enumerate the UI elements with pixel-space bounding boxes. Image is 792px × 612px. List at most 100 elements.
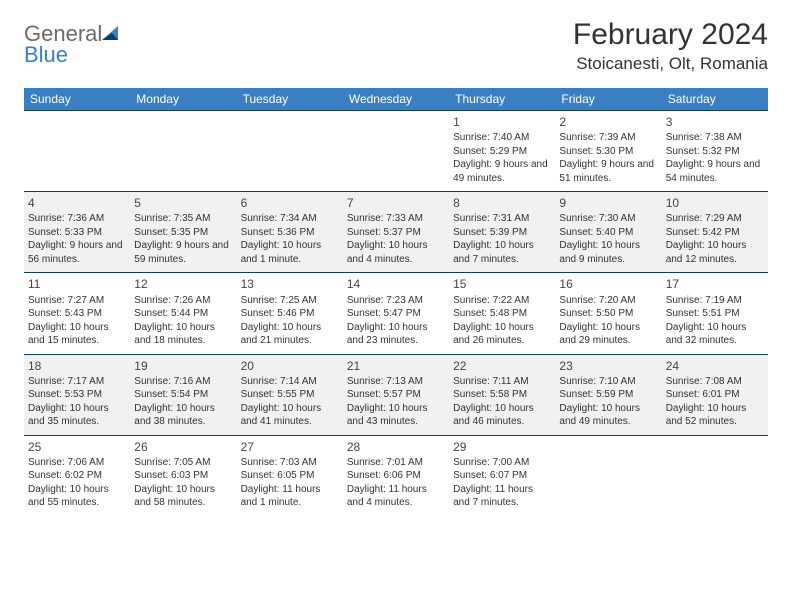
day-header: Friday <box>555 88 661 111</box>
day-number: 3 <box>666 114 764 130</box>
sunrise-text: Sunrise: 7:19 AM <box>666 294 764 308</box>
sunset-text: Sunset: 5:47 PM <box>347 307 445 321</box>
day-cell: 23Sunrise: 7:10 AMSunset: 5:59 PMDayligh… <box>555 354 661 435</box>
day-cell: 9Sunrise: 7:30 AMSunset: 5:40 PMDaylight… <box>555 192 661 273</box>
day-number: 4 <box>28 195 126 211</box>
week-row: 4Sunrise: 7:36 AMSunset: 5:33 PMDaylight… <box>24 192 768 273</box>
page-title: February 2024 <box>573 18 768 52</box>
day-number: 12 <box>134 276 232 292</box>
daylight-text: Daylight: 11 hours and 4 minutes. <box>347 483 445 510</box>
sunrise-text: Sunrise: 7:01 AM <box>347 456 445 470</box>
sunrise-text: Sunrise: 7:30 AM <box>559 212 657 226</box>
daylight-text: Daylight: 10 hours and 46 minutes. <box>453 402 551 429</box>
sunset-text: Sunset: 5:57 PM <box>347 388 445 402</box>
day-cell: 25Sunrise: 7:06 AMSunset: 6:02 PMDayligh… <box>24 435 130 516</box>
brand-sail-icon <box>100 25 120 44</box>
week-row: 11Sunrise: 7:27 AMSunset: 5:43 PMDayligh… <box>24 273 768 354</box>
sunset-text: Sunset: 5:40 PM <box>559 226 657 240</box>
sunset-text: Sunset: 5:58 PM <box>453 388 551 402</box>
day-number: 28 <box>347 439 445 455</box>
day-cell: 15Sunrise: 7:22 AMSunset: 5:48 PMDayligh… <box>449 273 555 354</box>
daylight-text: Daylight: 9 hours and 56 minutes. <box>28 239 126 266</box>
daylight-text: Daylight: 10 hours and 4 minutes. <box>347 239 445 266</box>
sunrise-text: Sunrise: 7:29 AM <box>666 212 764 226</box>
daylight-text: Daylight: 10 hours and 1 minute. <box>241 239 339 266</box>
day-number: 17 <box>666 276 764 292</box>
daylight-text: Daylight: 10 hours and 12 minutes. <box>666 239 764 266</box>
day-cell: 22Sunrise: 7:11 AMSunset: 5:58 PMDayligh… <box>449 354 555 435</box>
sunset-text: Sunset: 6:07 PM <box>453 469 551 483</box>
brand-part2: Blue <box>24 42 68 67</box>
sunrise-text: Sunrise: 7:06 AM <box>28 456 126 470</box>
daylight-text: Daylight: 10 hours and 43 minutes. <box>347 402 445 429</box>
day-number: 26 <box>134 439 232 455</box>
sunset-text: Sunset: 5:44 PM <box>134 307 232 321</box>
daylight-text: Daylight: 10 hours and 55 minutes. <box>28 483 126 510</box>
sunset-text: Sunset: 6:02 PM <box>28 469 126 483</box>
day-number: 11 <box>28 276 126 292</box>
sunset-text: Sunset: 5:54 PM <box>134 388 232 402</box>
day-number: 6 <box>241 195 339 211</box>
day-cell: 14Sunrise: 7:23 AMSunset: 5:47 PMDayligh… <box>343 273 449 354</box>
sunrise-text: Sunrise: 7:35 AM <box>134 212 232 226</box>
sunrise-text: Sunrise: 7:10 AM <box>559 375 657 389</box>
day-cell: 26Sunrise: 7:05 AMSunset: 6:03 PMDayligh… <box>130 435 236 516</box>
daylight-text: Daylight: 10 hours and 18 minutes. <box>134 321 232 348</box>
daylight-text: Daylight: 10 hours and 26 minutes. <box>453 321 551 348</box>
day-number: 18 <box>28 358 126 374</box>
day-number: 15 <box>453 276 551 292</box>
sunset-text: Sunset: 5:37 PM <box>347 226 445 240</box>
daylight-text: Daylight: 10 hours and 23 minutes. <box>347 321 445 348</box>
week-row: 25Sunrise: 7:06 AMSunset: 6:02 PMDayligh… <box>24 435 768 516</box>
sunset-text: Sunset: 5:48 PM <box>453 307 551 321</box>
day-cell: 18Sunrise: 7:17 AMSunset: 5:53 PMDayligh… <box>24 354 130 435</box>
day-number: 5 <box>134 195 232 211</box>
sunrise-text: Sunrise: 7:14 AM <box>241 375 339 389</box>
sunset-text: Sunset: 5:53 PM <box>28 388 126 402</box>
daylight-text: Daylight: 10 hours and 7 minutes. <box>453 239 551 266</box>
sunrise-text: Sunrise: 7:00 AM <box>453 456 551 470</box>
sunrise-text: Sunrise: 7:40 AM <box>453 131 551 145</box>
sunset-text: Sunset: 5:35 PM <box>134 226 232 240</box>
day-header: Monday <box>130 88 236 111</box>
day-number: 21 <box>347 358 445 374</box>
daylight-text: Daylight: 10 hours and 21 minutes. <box>241 321 339 348</box>
day-number: 22 <box>453 358 551 374</box>
day-number: 7 <box>347 195 445 211</box>
sunset-text: Sunset: 5:46 PM <box>241 307 339 321</box>
header: GeneralBlue February 2024 Stoicanesti, O… <box>24 18 768 74</box>
day-number: 27 <box>241 439 339 455</box>
day-header: Saturday <box>662 88 768 111</box>
sunrise-text: Sunrise: 7:27 AM <box>28 294 126 308</box>
daylight-text: Daylight: 10 hours and 52 minutes. <box>666 402 764 429</box>
sunset-text: Sunset: 5:39 PM <box>453 226 551 240</box>
day-cell: 8Sunrise: 7:31 AMSunset: 5:39 PMDaylight… <box>449 192 555 273</box>
day-number: 19 <box>134 358 232 374</box>
day-cell: 27Sunrise: 7:03 AMSunset: 6:05 PMDayligh… <box>237 435 343 516</box>
sunrise-text: Sunrise: 7:11 AM <box>453 375 551 389</box>
day-cell: 21Sunrise: 7:13 AMSunset: 5:57 PMDayligh… <box>343 354 449 435</box>
sunrise-text: Sunrise: 7:34 AM <box>241 212 339 226</box>
day-cell: 7Sunrise: 7:33 AMSunset: 5:37 PMDaylight… <box>343 192 449 273</box>
day-number: 8 <box>453 195 551 211</box>
day-cell: 29Sunrise: 7:00 AMSunset: 6:07 PMDayligh… <box>449 435 555 516</box>
daylight-text: Daylight: 10 hours and 9 minutes. <box>559 239 657 266</box>
day-cell: 24Sunrise: 7:08 AMSunset: 6:01 PMDayligh… <box>662 354 768 435</box>
daylight-text: Daylight: 10 hours and 35 minutes. <box>28 402 126 429</box>
sunset-text: Sunset: 6:05 PM <box>241 469 339 483</box>
sunset-text: Sunset: 5:59 PM <box>559 388 657 402</box>
sunrise-text: Sunrise: 7:31 AM <box>453 212 551 226</box>
daylight-text: Daylight: 10 hours and 15 minutes. <box>28 321 126 348</box>
day-cell: 12Sunrise: 7:26 AMSunset: 5:44 PMDayligh… <box>130 273 236 354</box>
sunset-text: Sunset: 5:43 PM <box>28 307 126 321</box>
day-cell: 20Sunrise: 7:14 AMSunset: 5:55 PMDayligh… <box>237 354 343 435</box>
daylight-text: Daylight: 10 hours and 58 minutes. <box>134 483 232 510</box>
day-cell <box>130 111 236 192</box>
sunset-text: Sunset: 5:30 PM <box>559 145 657 159</box>
sunrise-text: Sunrise: 7:05 AM <box>134 456 232 470</box>
day-number: 16 <box>559 276 657 292</box>
sunset-text: Sunset: 5:55 PM <box>241 388 339 402</box>
daylight-text: Daylight: 10 hours and 32 minutes. <box>666 321 764 348</box>
week-row: 1Sunrise: 7:40 AMSunset: 5:29 PMDaylight… <box>24 111 768 192</box>
day-header: Sunday <box>24 88 130 111</box>
